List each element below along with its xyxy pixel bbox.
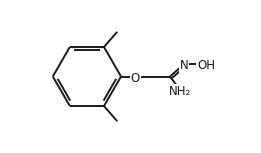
Text: NH₂: NH₂ [169,85,192,98]
Text: O: O [130,71,140,84]
Text: OH: OH [197,59,215,72]
Text: N: N [180,59,188,72]
